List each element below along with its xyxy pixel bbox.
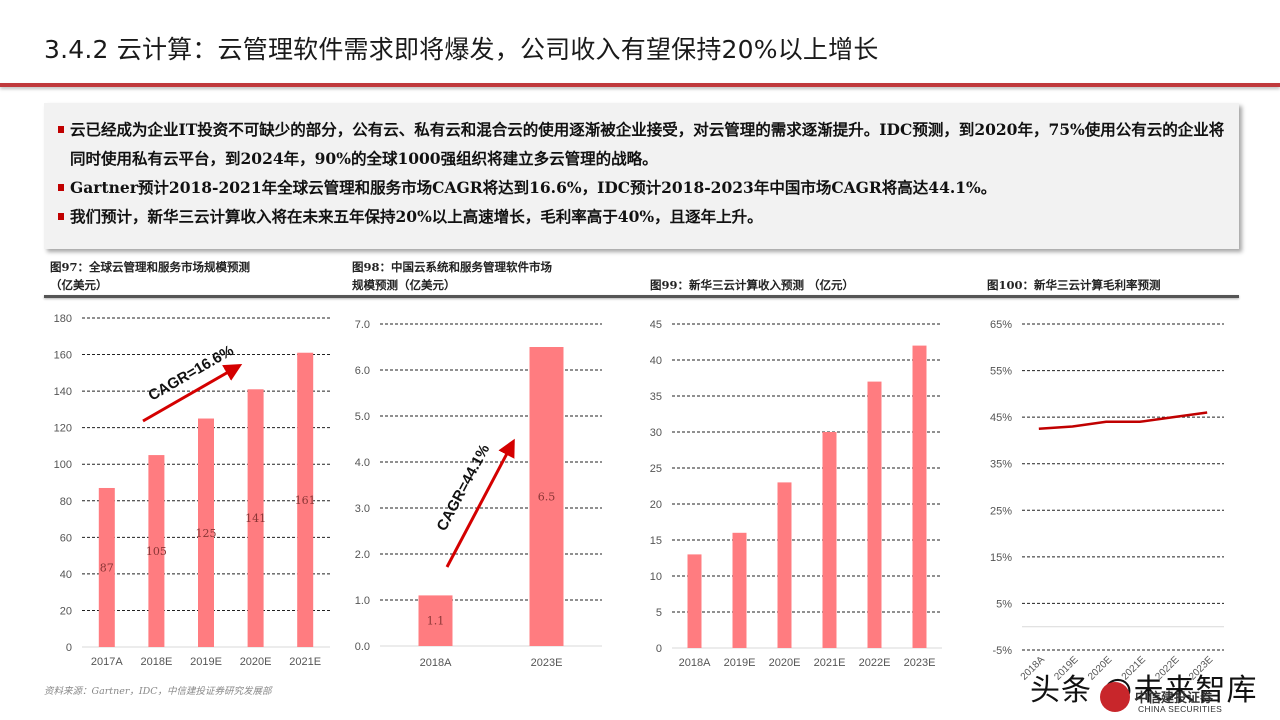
y-tick-label: 80 (60, 496, 72, 508)
source-note: 资料来源：Gartner，IDC，中信建投证券研究发展部 (44, 686, 272, 697)
y-tick-label: -5% (992, 645, 1012, 657)
y-tick-label: 45% (990, 412, 1012, 424)
y-tick-label: 0 (656, 643, 662, 655)
y-tick-label: 35 (650, 391, 662, 403)
y-tick-label: 20 (60, 605, 72, 617)
bar (198, 418, 214, 647)
page-title: 3.4.2 云计算：云管理软件需求即将爆发，公司收入有望保持20%以上增长 (44, 35, 879, 64)
y-tick-label: 45 (650, 319, 662, 331)
x-tick-label: 2019E (724, 657, 756, 669)
y-tick-label: 120 (54, 423, 72, 435)
bar (867, 381, 882, 648)
data-label: 6.5 (538, 491, 556, 504)
bar (777, 482, 792, 648)
y-tick-label: 3.0 (355, 503, 370, 515)
bar (418, 595, 453, 646)
x-tick-label: 2023E (531, 657, 563, 669)
bar (822, 432, 837, 648)
bar (687, 554, 702, 648)
y-tick-label: 10 (650, 571, 662, 583)
data-label: 161 (295, 494, 316, 507)
x-tick-label: 2017A (91, 656, 123, 668)
title-divider (0, 83, 1280, 87)
y-tick-label: 35% (990, 459, 1012, 471)
company-logo-sub: CHINA SECURITIES (1138, 704, 1223, 714)
bar (732, 532, 747, 648)
x-tick-label: 2022E (859, 657, 891, 669)
y-tick-label: 0.0 (355, 641, 370, 653)
y-tick-label: 160 (54, 350, 72, 362)
figure-98-title: 图98：中国云系统和服务管理软件市场 规模预测（亿美元） (352, 260, 553, 292)
y-tick-label: 65% (990, 319, 1012, 331)
y-tick-label: 25% (990, 505, 1012, 517)
bullet-item: Gartner预计2018-2021年全球云管理和服务市场CAGR将达到16.6… (58, 173, 1225, 202)
y-tick-label: 25 (650, 463, 662, 475)
y-tick-label: 40 (650, 355, 662, 367)
y-tick-label: 180 (54, 313, 72, 325)
chart-global-cloud-mgmt: 0 20 40 60 80 100 120 140 160 180 2017A 87 2018E 105 2… (40, 305, 340, 679)
bar (912, 345, 927, 648)
chart-china-cloud-mgmt: 0.0 1.0 2.0 3.0 4.0 5.0 6.0 7.0 2018A 1.1 2023E 6.5… (340, 310, 620, 684)
y-tick-label: 15% (990, 552, 1012, 564)
x-tick-label: 2018A (420, 657, 452, 669)
cagr-annotation: CAGR=44.1% (434, 442, 494, 534)
y-tick-label: 1.0 (355, 595, 370, 607)
y-tick-label: 5 (656, 607, 662, 619)
bullet-square-icon (58, 184, 64, 191)
x-tick-label: 2020E (240, 656, 272, 668)
chart-h3c-gross-margin: -5% 5% 15% 25% 35% 45% 55% 65% 2018A 2019E 2020E 20… (970, 310, 1240, 684)
bar (529, 347, 564, 646)
x-tick-label: 2021E (289, 656, 321, 668)
y-tick-label: 40 (60, 569, 72, 581)
bullet-square-icon (58, 126, 64, 133)
x-tick-label: 2019E (190, 656, 222, 668)
data-label: 1.1 (427, 615, 445, 628)
bullet-item: 云已经成为企业IT投资不可缺少的部分，公有云、私有云和混合云的使用逐渐被企业接受… (58, 115, 1225, 173)
y-tick-label: 55% (990, 366, 1012, 378)
y-tick-label: 2.0 (355, 549, 370, 561)
bar (148, 455, 165, 647)
bullet-item: 我们预计，新华三云计算收入将在未来五年保持20%以上高速增长，毛利率高于40%，… (58, 202, 1225, 231)
x-tick-label: 2023E (904, 657, 936, 669)
company-logo-icon (1100, 682, 1130, 712)
y-tick-label: 6.0 (355, 365, 370, 377)
figure-97-title: 图97：全球云管理和服务市场规模预测 （亿美元） (50, 260, 251, 292)
y-tick-label: 5.0 (355, 411, 370, 423)
figure-99-title: 图99：新华三云计算收入预测 （亿元） (650, 278, 855, 292)
margin-line (1038, 411, 1208, 431)
bar (98, 487, 115, 647)
x-tick-label: 2018E (140, 656, 172, 668)
y-tick-label: 4.0 (355, 457, 370, 469)
x-tick-label: 2021E (814, 657, 846, 669)
watermark: 头条 @未来智库 (1030, 673, 1258, 708)
y-tick-label: 7.0 (355, 319, 370, 331)
y-tick-label: 140 (54, 386, 72, 398)
summary-box: 云已经成为企业IT投资不可缺少的部分，公有云、私有云和混合云的使用逐渐被企业接受… (44, 103, 1239, 249)
figure-100-title: 图100：新华三云计算毛利率预测 (987, 278, 1161, 292)
y-tick-label: 5% (996, 598, 1012, 610)
bar (247, 389, 264, 647)
y-tick-label: 60 (60, 532, 72, 544)
data-label: 125 (196, 527, 217, 540)
bullet-square-icon (58, 213, 64, 220)
y-tick-label: 30 (650, 427, 662, 439)
chart-h3c-cloud-revenue: 0 5 10 15 20 25 30 35 40 45 2018A 2019E 2020E 2021E 20… (640, 310, 942, 684)
bar (297, 352, 314, 647)
y-tick-label: 20 (650, 499, 662, 511)
y-tick-label: 15 (650, 535, 662, 547)
data-label: 87 (100, 561, 114, 574)
y-tick-label: 100 (54, 459, 72, 471)
data-label: 105 (146, 545, 167, 558)
figures-divider (44, 295, 1239, 298)
x-tick-label: 2020E (769, 657, 801, 669)
data-label: 141 (245, 512, 266, 525)
x-tick-label: 2018A (679, 657, 711, 669)
company-logo-name: 中信建投证券 (1135, 691, 1214, 706)
y-tick-label: 0 (66, 642, 72, 654)
